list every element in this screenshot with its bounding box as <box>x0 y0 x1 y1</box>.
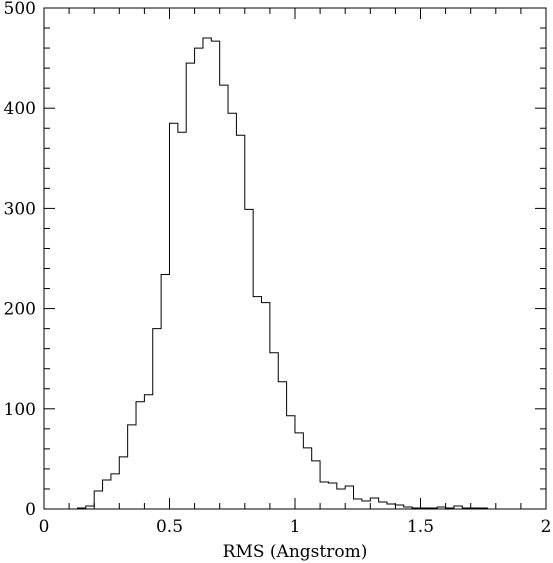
plot-frame <box>43 7 547 510</box>
y-tick-label: 300 <box>4 199 36 219</box>
histogram-step-line <box>76 37 488 509</box>
x-axis-title: RMS (Angstrom) <box>223 542 368 562</box>
x-tick-label: 0 <box>39 517 50 537</box>
y-tick-label: 400 <box>4 99 36 119</box>
y-tick-labels: 0 100 200 300 400 500 <box>4 0 36 520</box>
y-tick-label: 200 <box>4 300 36 320</box>
x-tick-label: 1.5 <box>407 517 434 537</box>
y-tick-label: 100 <box>4 400 36 420</box>
y-tick-label: 0 <box>25 500 36 520</box>
x-tick-label: 0.5 <box>156 517 183 537</box>
x-tick-labels: 0 0.5 1 1.5 2 <box>39 517 552 537</box>
x-tick-label: 1 <box>290 517 301 537</box>
x-tick-label: 2 <box>541 517 552 537</box>
axis-ticks <box>43 7 547 510</box>
y-tick-label: 500 <box>4 0 36 19</box>
